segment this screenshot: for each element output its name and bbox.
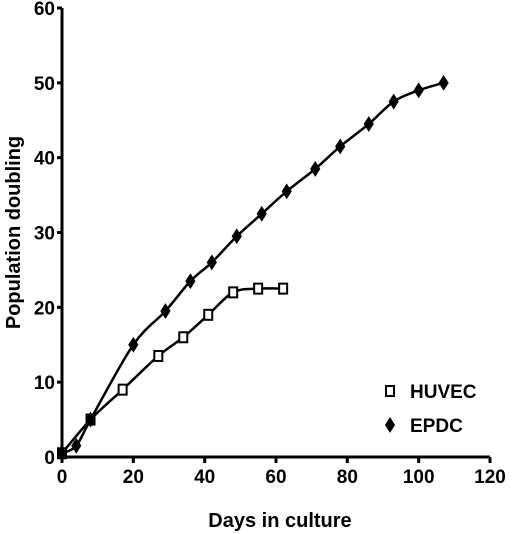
data-point-epdc (363, 116, 374, 132)
y-tick-label: 10 (34, 373, 55, 394)
x-axis-title: Days in culture (208, 510, 351, 532)
data-point-epdc (231, 228, 242, 245)
data-point-huvec (253, 282, 264, 295)
data-point-epdc (128, 336, 139, 353)
y-tick-label: 0 (44, 448, 55, 469)
data-point-huvec (178, 331, 189, 344)
data-point-epdc (206, 254, 217, 271)
y-tick-label: 50 (34, 74, 55, 95)
series-huvec (57, 282, 289, 460)
data-point-epdc (388, 93, 399, 110)
legend-square-marker (385, 385, 395, 397)
data-point-epdc (256, 205, 267, 222)
data-point-epdc (310, 160, 321, 177)
x-tick-label: 40 (194, 467, 215, 488)
series-line-epdc (61, 81, 444, 455)
series-layer (56, 74, 449, 462)
data-point-epdc (56, 445, 68, 462)
legend-marker-epdc (384, 417, 396, 433)
data-point-epdc (335, 138, 346, 155)
legend-item-epdc: EPDC (384, 416, 463, 437)
legend-diamond-marker (384, 417, 396, 433)
x-ticks: 0 20 40 60 80 100 120 (57, 457, 506, 488)
data-point-epdc (281, 183, 292, 200)
series-epdc (56, 74, 449, 462)
x-tick-label: 60 (265, 467, 286, 488)
y-tick-label: 60 (34, 0, 55, 20)
y-tick-label: 40 (34, 149, 55, 170)
data-point-huvec (203, 308, 214, 321)
data-point-huvec (117, 383, 128, 396)
x-tick-label: 120 (474, 467, 506, 488)
y-tick-label: 30 (34, 224, 55, 245)
y-axis-title: Population doubling (3, 136, 25, 329)
data-point-huvec (153, 349, 164, 362)
data-point-epdc (185, 273, 196, 290)
x-tick-label: 0 (57, 467, 68, 488)
legend-label-huvec: HUVEC (410, 382, 477, 403)
data-point-epdc (160, 303, 171, 319)
data-point-huvec (228, 286, 239, 299)
data-point-epdc (71, 437, 82, 454)
y-ticks: 0 10 20 30 40 50 60 (34, 0, 62, 469)
legend: HUVEC EPDC (384, 382, 477, 437)
y-tick-label: 20 (34, 298, 55, 319)
data-point-huvec (278, 282, 289, 295)
legend-label-epdc: EPDC (410, 416, 463, 437)
data-point-epdc (85, 411, 96, 428)
x-tick-label: 20 (123, 467, 144, 488)
x-tick-label: 100 (403, 467, 435, 488)
legend-marker-huvec (385, 385, 395, 397)
series-line-huvec (61, 287, 284, 455)
data-point-epdc (413, 82, 424, 99)
legend-item-huvec: HUVEC (385, 382, 477, 403)
data-point-epdc (438, 74, 449, 91)
x-tick-label: 80 (337, 467, 358, 488)
